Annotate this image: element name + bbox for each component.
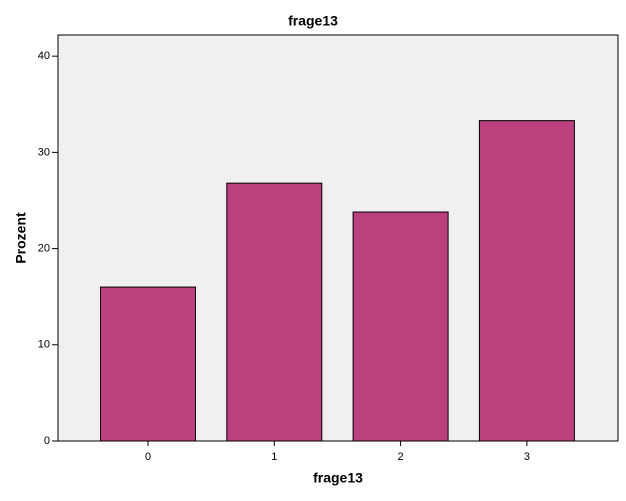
y-axis-label: Prozent xyxy=(13,212,29,264)
x-tick-label: 2 xyxy=(398,451,404,463)
y-tick-label: 20 xyxy=(38,242,50,254)
x-tick-label: 3 xyxy=(524,451,530,463)
y-tick-label: 40 xyxy=(38,50,50,62)
chart-title: frage13 xyxy=(288,13,338,29)
bar xyxy=(352,211,449,442)
y-tick-label: 10 xyxy=(38,339,50,351)
y-tick-label: 0 xyxy=(44,435,50,447)
bar xyxy=(478,120,575,442)
bar xyxy=(226,182,323,442)
y-tick-label: 30 xyxy=(38,146,50,158)
x-tick-label: 0 xyxy=(145,451,151,463)
bar xyxy=(100,286,196,442)
x-tick-label: 1 xyxy=(271,451,277,463)
x-axis-label: frage13 xyxy=(313,470,363,486)
